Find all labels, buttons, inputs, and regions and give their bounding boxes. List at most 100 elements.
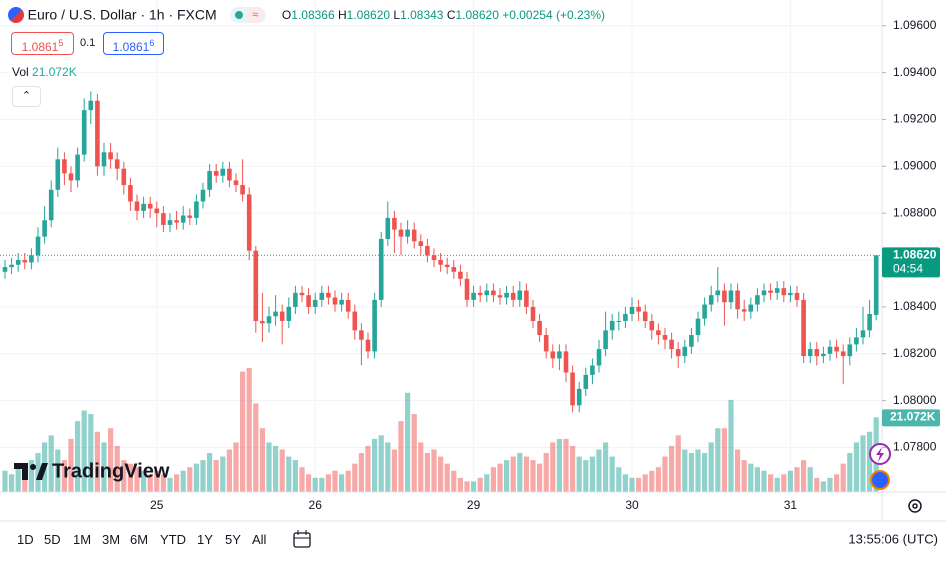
calendar-icon[interactable]: [293, 530, 311, 548]
timeframe-button[interactable]: 1M: [73, 532, 92, 547]
y-tick-label: 1.09400: [893, 65, 937, 79]
candle-body: [510, 292, 516, 300]
volume-bar: [576, 456, 582, 492]
volume-bar: [167, 477, 173, 492]
candle-body: [788, 292, 793, 296]
ohlc-value: 1.08343: [400, 7, 444, 22]
candle-body: [95, 100, 100, 167]
volume-bar: [662, 456, 668, 492]
countdown: 04:54: [893, 262, 923, 276]
timeframe-button[interactable]: 6M: [130, 532, 149, 547]
candle-body: [669, 339, 674, 350]
volume-bar: [715, 428, 721, 492]
ohlc-value: 1.08366: [291, 7, 335, 22]
volume-bar: [629, 477, 635, 492]
volume-bar: [2, 470, 8, 492]
candle-body: [180, 215, 186, 223]
timeframe-button[interactable]: 5D: [44, 532, 61, 547]
volume-bar: [9, 474, 15, 492]
candle-body: [35, 236, 41, 256]
volume-bar: [15, 467, 21, 492]
volume-bar: [609, 456, 615, 492]
candle-body: [319, 292, 325, 300]
candle-body: [9, 264, 14, 268]
volume-bar: [372, 438, 378, 492]
candle-body: [675, 349, 681, 357]
candle-body: [29, 255, 34, 263]
volume-bar: [867, 431, 873, 492]
volume-bar: [94, 431, 100, 492]
candle-body: [464, 278, 470, 300]
volume-bar: [537, 463, 543, 492]
volume-bar: [820, 481, 826, 492]
timeframe-button[interactable]: 1Y: [197, 532, 213, 547]
settings-icon[interactable]: [908, 499, 922, 513]
candle-body: [114, 159, 120, 169]
volume-bar: [180, 470, 186, 492]
timeframe-button[interactable]: 5Y: [225, 532, 241, 547]
volume-bar: [787, 470, 793, 492]
candle-body: [55, 159, 61, 190]
candle-body: [715, 290, 721, 296]
candle-body: [279, 311, 285, 321]
volume-bar: [391, 449, 397, 492]
x-tick-label: 29: [467, 498, 481, 512]
candle-body: [728, 290, 734, 303]
volume-bar: [708, 442, 714, 492]
volume-bar: [451, 470, 457, 492]
candle-body: [636, 306, 641, 312]
candle-body: [735, 290, 740, 310]
volume-bar: [636, 477, 642, 492]
candle-body: [260, 320, 265, 324]
volume-bar: [570, 445, 576, 492]
candle-body: [339, 299, 344, 305]
candle-body: [15, 260, 21, 265]
ohlc-key: C: [446, 7, 456, 22]
volume-bar: [286, 456, 292, 492]
news-icon[interactable]: [870, 470, 890, 490]
volume-bar: [728, 399, 734, 492]
candle-body: [81, 110, 87, 155]
sell-price: 1.0861: [21, 40, 59, 54]
candle-body: [458, 271, 463, 279]
volume-bar: [603, 442, 609, 492]
candle-body: [557, 351, 562, 359]
timeframe-button[interactable]: 3M: [102, 532, 121, 547]
timeframe-button[interactable]: YTD: [160, 532, 186, 547]
candle-body: [629, 306, 635, 314]
volume-bar: [768, 474, 774, 492]
candle-body: [42, 220, 47, 237]
candle-body: [378, 238, 384, 300]
candle-body: [48, 189, 54, 221]
volume-bar: [246, 368, 252, 492]
candle-body: [860, 330, 866, 338]
sell-button[interactable]: 1.08615: [11, 32, 74, 55]
candle-body: [873, 255, 879, 315]
candle-body: [504, 292, 509, 298]
x-tick-label: 25: [150, 498, 164, 512]
candle-body: [88, 100, 94, 111]
candle-body: [867, 313, 872, 331]
collapse-button[interactable]: ⌃: [12, 86, 41, 107]
sell-pip: 5: [58, 38, 64, 48]
symbol-title: Euro / U.S. Dollar · 1h · FXCM: [27, 6, 217, 23]
volume-bar: [233, 442, 239, 492]
volume-bar: [596, 449, 602, 492]
candle-body: [62, 159, 67, 174]
timeframe-button[interactable]: All: [252, 532, 267, 547]
volume-bar: [761, 470, 767, 492]
volume-bar: [174, 474, 180, 492]
timeframe-button[interactable]: 1D: [17, 532, 34, 547]
logo: TradingView: [14, 460, 170, 482]
volume-bar: [365, 445, 371, 492]
alert-icon[interactable]: [869, 443, 891, 465]
volume-bar: [108, 428, 114, 492]
status-pill[interactable]: ≈: [230, 6, 267, 23]
ohlc-key: O: [281, 7, 292, 22]
volume-bar: [471, 481, 477, 492]
candle-body: [741, 309, 747, 312]
buy-button[interactable]: 1.08616: [103, 32, 164, 55]
volume-bar: [834, 474, 840, 492]
